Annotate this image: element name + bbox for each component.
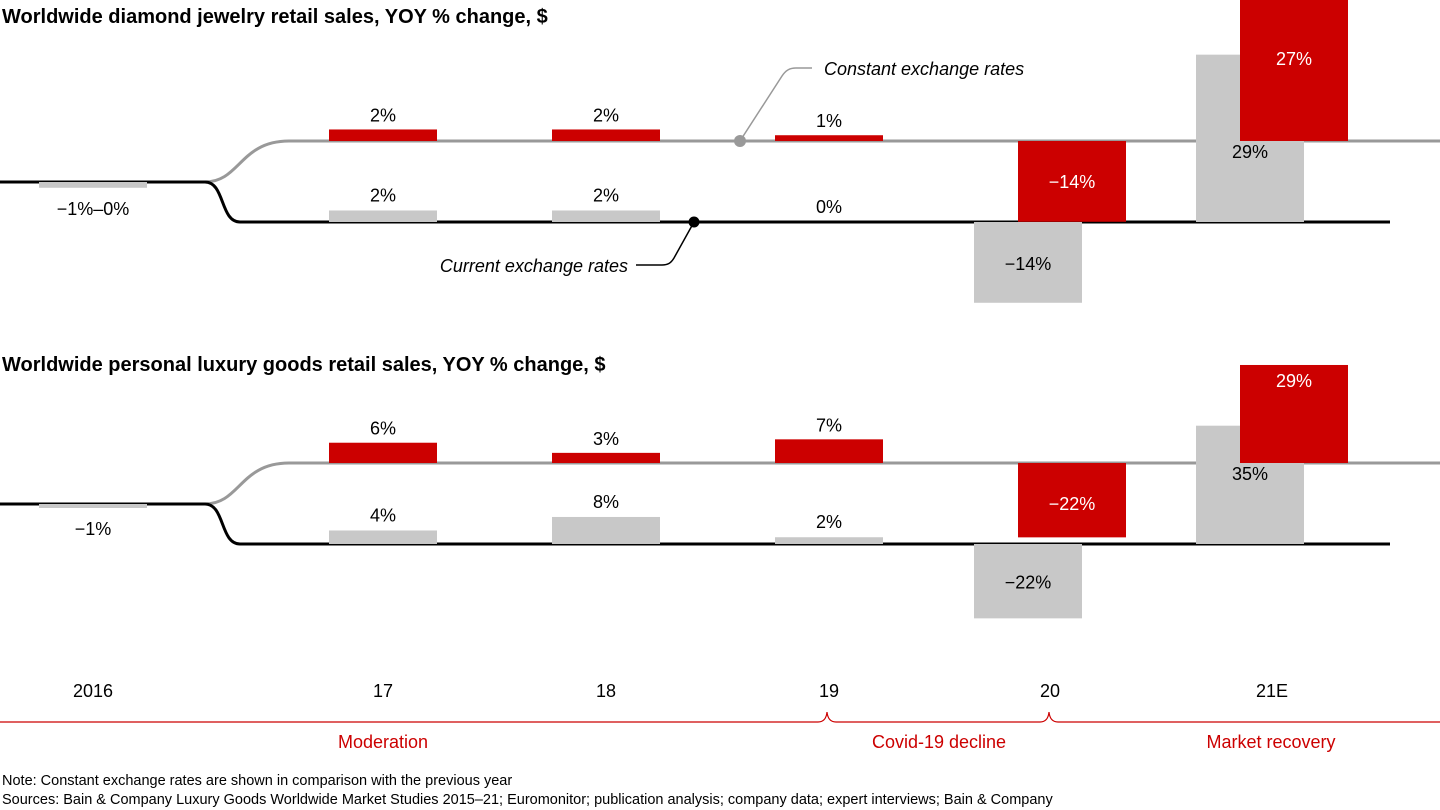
bar-constant-19 <box>775 135 883 141</box>
constant-rates-marker <box>734 135 746 147</box>
bar-constant-21E <box>1240 0 1348 141</box>
era-bracket-line <box>0 711 1440 723</box>
constant-rates-label: Constant exchange rates <box>824 59 1024 79</box>
bar-2016 <box>39 504 147 508</box>
bar-constant-21E <box>1240 364 1348 463</box>
label-current-17: 4% <box>370 505 396 525</box>
bar-current-19 <box>775 537 883 544</box>
label-constant-18: 2% <box>593 105 619 125</box>
label-current-19: 0% <box>816 197 842 217</box>
label-constant-19: 1% <box>816 111 842 131</box>
bar-constant-18 <box>552 452 660 463</box>
era-label-1: Moderation <box>338 732 428 752</box>
bar-constant-20 <box>1018 463 1126 538</box>
x-tick-2016: 2016 <box>73 681 113 701</box>
bar-constant-20 <box>1018 141 1126 222</box>
bar-current-18 <box>552 210 660 222</box>
label-constant-19: 7% <box>816 415 842 435</box>
chart-1-title: Worldwide diamond jewelry retail sales, … <box>2 6 548 28</box>
bar-current-17 <box>329 210 437 222</box>
bar-constant-18 <box>552 129 660 141</box>
footnote: Note: Constant exchange rates are shown … <box>2 773 512 789</box>
bar-constant-17 <box>329 129 437 141</box>
bar-current-20 <box>974 222 1082 303</box>
label-constant-18: 3% <box>593 429 619 449</box>
x-tick-18: 18 <box>596 681 616 701</box>
bar-2016 <box>39 182 147 188</box>
chart-2-title: Worldwide personal luxury goods retail s… <box>2 354 606 376</box>
bar-current-20 <box>974 544 1082 619</box>
label-current-21E: 29% <box>1232 142 1268 162</box>
current-rates-baseline <box>0 180 1390 224</box>
annotations: Constant exchange rates Current exchange … <box>440 59 1024 276</box>
label-constant-17: 6% <box>370 419 396 439</box>
era-label-3: Market recovery <box>1206 732 1335 752</box>
x-tick-17: 17 <box>373 681 393 701</box>
era-label-2: Covid-19 decline <box>872 732 1006 752</box>
label-constant-20: −22% <box>1049 494 1096 514</box>
panels: −1%–0% 2% 2% 2% 2% 0% 1% −14% −14% 29% 27% −1% 4% 6% 8… <box>0 0 1440 619</box>
current-rates-leader <box>636 221 695 266</box>
current-rates-baseline <box>0 502 1390 546</box>
bar-current-18 <box>552 516 660 544</box>
label-current-17: 2% <box>370 185 396 205</box>
era-bracket: Moderation Covid-19 decline Market recover… <box>0 711 1440 752</box>
x-tick-19: 19 <box>819 681 839 701</box>
current-rates-label: Current exchange rates <box>440 256 628 276</box>
label-current-21E: 35% <box>1232 464 1268 484</box>
constant-rates-curve <box>204 139 290 184</box>
label-constant-21E: 29% <box>1276 371 1312 391</box>
label-constant-17: 2% <box>370 105 396 125</box>
label-constant-21E: 27% <box>1276 49 1312 69</box>
label-current-18: 8% <box>593 492 619 512</box>
label-2016: −1% <box>75 519 112 539</box>
panel-1: −1%–0% 2% 2% 2% 2% 0% 1% −14% −14% 29% 27% <box>0 0 1440 303</box>
x-tick-20: 20 <box>1040 681 1060 701</box>
x-tick-21E: 21E <box>1256 681 1288 701</box>
current-rates-marker <box>688 216 700 228</box>
label-current-20: −14% <box>1005 254 1052 274</box>
panel-2: −1% 4% 6% 8% 3% 2% 7% −22% −22% 35% 29% <box>0 364 1440 619</box>
bar-constant-19 <box>775 439 883 463</box>
bar-constant-17 <box>329 442 437 463</box>
label-current-20: −22% <box>1005 573 1052 593</box>
x-axis: 2016 17 18 19 20 21E <box>73 681 1288 701</box>
constant-rates-leader <box>739 67 812 142</box>
bar-current-17 <box>329 530 437 544</box>
sources: Sources: Bain & Company Luxury Goods Wor… <box>2 792 1053 808</box>
label-current-19: 2% <box>816 512 842 532</box>
label-constant-20: −14% <box>1049 172 1096 192</box>
label-current-18: 2% <box>593 185 619 205</box>
label-2016: −1%–0% <box>57 199 130 219</box>
constant-rates-curve <box>204 461 290 506</box>
